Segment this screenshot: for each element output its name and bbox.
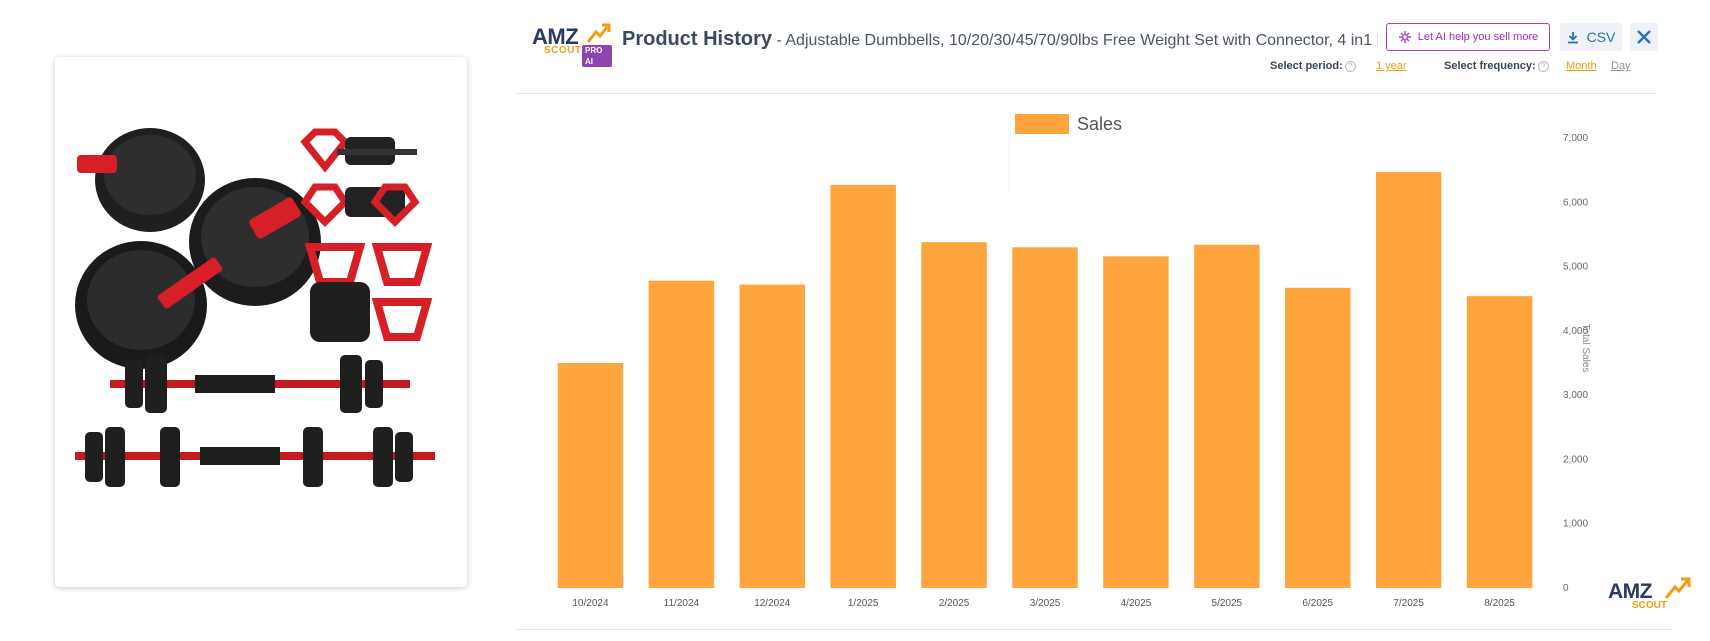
x-tick-label: 3/2025 bbox=[1030, 598, 1061, 609]
csv-label: CSV bbox=[1586, 29, 1616, 45]
sales-chart: Sales 10/2024 11/2024 12/2024 1/2025 2/2025 3… bbox=[557, 114, 1591, 609]
barbell-illustration bbox=[75, 355, 435, 487]
chart-bottom-divider bbox=[515, 629, 1672, 630]
bar-8-2025[interactable] bbox=[1466, 296, 1533, 588]
kettlebell-handles-illustration bbox=[300, 128, 433, 342]
y-tick-label: 6,000 bbox=[1563, 197, 1588, 208]
y-tick-label: 1,000 bbox=[1563, 519, 1588, 530]
logo-text: AMZ bbox=[532, 24, 579, 49]
ai-help-button[interactable]: Let AI help you sell more bbox=[1386, 23, 1550, 51]
help-icon[interactable]: ? bbox=[1537, 60, 1549, 72]
header-divider bbox=[515, 93, 1657, 94]
csv-download-button[interactable]: CSV bbox=[1560, 23, 1622, 51]
logo-arrow-icon bbox=[586, 23, 611, 43]
bar-5-2025[interactable] bbox=[1194, 244, 1260, 588]
y-tick-label: 5,000 bbox=[1563, 262, 1588, 273]
period-label-text: Select period: bbox=[1270, 60, 1343, 72]
frequency-label-text: Select frequency: bbox=[1444, 60, 1536, 72]
logo-arrow-icon bbox=[1664, 577, 1691, 599]
x-tick-label: 11/2024 bbox=[664, 598, 700, 609]
ai-help-label: Let AI help you sell more bbox=[1417, 31, 1539, 43]
y-tick-label: 2,000 bbox=[1563, 454, 1588, 465]
bar-7-2025[interactable] bbox=[1375, 172, 1442, 589]
x-tick-label: 4/2025 bbox=[1121, 598, 1152, 609]
frequency-label: Select frequency:? bbox=[1444, 60, 1549, 72]
bar-11-2024[interactable] bbox=[648, 280, 715, 588]
download-icon bbox=[1567, 31, 1578, 43]
x-tick-label: 7/2025 bbox=[1393, 598, 1424, 609]
x-tick-label: 10/2024 bbox=[572, 598, 609, 609]
amzscout-logo: AMZ SCOUT PRO AI bbox=[532, 22, 612, 67]
close-button[interactable] bbox=[1630, 23, 1658, 51]
product-image bbox=[75, 128, 435, 487]
y-tick-label: 0 bbox=[1563, 583, 1569, 594]
frequency-option-month[interactable]: Month bbox=[1566, 60, 1597, 72]
logo-badge: PRO AI bbox=[582, 45, 612, 67]
help-icon[interactable]: ? bbox=[1344, 60, 1356, 72]
x-tick-label: 8/2025 bbox=[1484, 598, 1515, 609]
product-image-card bbox=[55, 57, 467, 587]
close-icon bbox=[1637, 30, 1651, 44]
x-tick-label: 1/2025 bbox=[848, 598, 879, 609]
bar-4-2025[interactable] bbox=[1103, 256, 1169, 588]
page-title: Product History - Adjustable Dumbbells, … bbox=[622, 26, 1378, 52]
chart-legend[interactable]: Sales bbox=[1015, 114, 1122, 134]
y-tick-label: 7,000 bbox=[1563, 133, 1588, 144]
x-tick-label: 2/2025 bbox=[939, 598, 970, 609]
sparkle-icon bbox=[1398, 31, 1411, 43]
legend-label-sales: Sales bbox=[1077, 114, 1122, 134]
x-tick-label: 5/2025 bbox=[1212, 598, 1243, 609]
bar-2-2025[interactable] bbox=[921, 242, 987, 588]
logo-sub-text: SCOUT bbox=[544, 45, 582, 56]
bar-12-2024[interactable] bbox=[739, 284, 805, 588]
legend-swatch bbox=[1015, 114, 1069, 134]
period-label: Select period:? bbox=[1270, 60, 1356, 72]
y-axis-label: Total Sales bbox=[1580, 324, 1591, 373]
footer-logo-text: AMZ bbox=[1608, 580, 1653, 603]
bar-1-2025[interactable] bbox=[830, 184, 896, 588]
x-tick-label: 12/2024 bbox=[754, 598, 791, 609]
x-tick-label: 6/2025 bbox=[1302, 598, 1333, 609]
amzscout-footer-logo: AMZ SCOUT bbox=[1608, 576, 1698, 612]
frequency-option-day[interactable]: Day bbox=[1611, 60, 1631, 72]
footer-logo-sub: SCOUT bbox=[1632, 600, 1667, 611]
product-name: - Adjustable Dumbbells, 10/20/30/45/70/9… bbox=[776, 32, 1378, 49]
bar-10-2024[interactable] bbox=[557, 363, 624, 588]
period-option-1-year[interactable]: 1 year bbox=[1376, 60, 1407, 72]
bar-3-2025[interactable] bbox=[1012, 247, 1078, 589]
page-title-main: Product History bbox=[622, 28, 773, 50]
bar-6-2025[interactable] bbox=[1285, 287, 1351, 588]
y-tick-label: 3,000 bbox=[1563, 390, 1588, 401]
dumbbell-plates-illustration bbox=[75, 128, 321, 369]
y-tick-label: 4,000 bbox=[1563, 326, 1588, 337]
